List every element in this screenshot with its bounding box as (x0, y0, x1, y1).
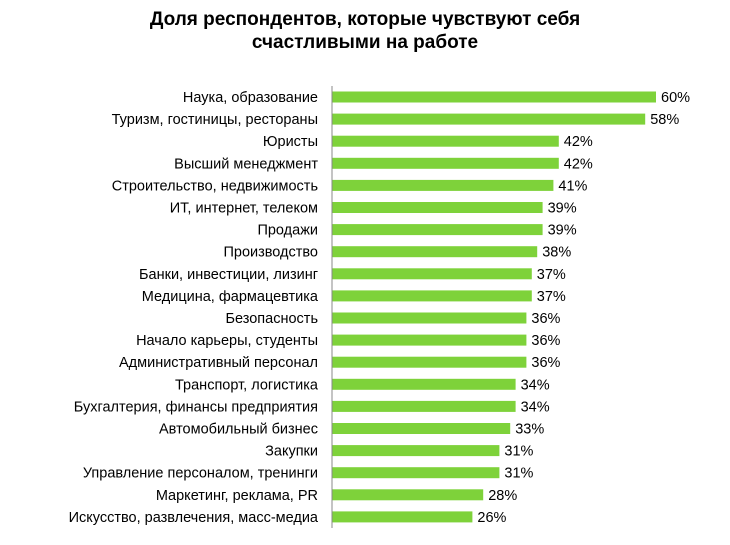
bar-19 (332, 489, 484, 501)
value-label-13: 36% (531, 355, 560, 371)
chart-title: Доля респондентов, которые чувствуют себ… (0, 8, 730, 54)
category-label-18: Управление персоналом, тренинги (83, 466, 318, 482)
value-label-15: 34% (521, 399, 550, 415)
category-label-3: Юристы (263, 134, 318, 150)
category-label-7: Продажи (257, 223, 318, 239)
category-label-9: Банки, инвестиции, лизинг (139, 267, 318, 283)
category-label-1: Наука, образование (183, 90, 318, 106)
value-label-16: 33% (515, 422, 544, 438)
value-label-1: 60% (661, 90, 690, 106)
value-label-9: 37% (537, 267, 566, 283)
value-label-7: 39% (548, 223, 577, 239)
bar-16 (332, 423, 511, 434)
category-label-17: Закупки (265, 444, 318, 460)
chart-title-line-1: Доля респондентов, которые чувствуют себ… (149, 9, 581, 30)
bar-17 (332, 445, 500, 457)
value-label-12: 36% (531, 333, 560, 349)
bar-12 (332, 334, 527, 346)
bar-6 (332, 202, 543, 213)
value-label-5: 41% (558, 178, 587, 194)
value-label-3: 42% (564, 134, 593, 150)
bar-8 (332, 246, 538, 258)
bar-10 (332, 290, 532, 302)
category-label-8: Производство (223, 245, 318, 261)
chart-title-line-2: счастливыми на работе (251, 32, 479, 53)
bar-4 (332, 157, 559, 169)
value-label-14: 34% (521, 377, 550, 393)
value-label-17: 31% (504, 444, 533, 460)
category-labels: Наука, образование Туризм, гостиницы, рес… (69, 90, 319, 526)
value-label-2: 58% (650, 112, 679, 128)
bar-1 (332, 91, 656, 103)
category-label-20: Искусство, развлечения, масс-медиа (69, 510, 319, 526)
category-label-2: Туризм, гостиницы, рестораны (112, 112, 318, 128)
category-label-19: Маркетинг, реклама, PR (156, 488, 318, 504)
bar-14 (332, 378, 516, 390)
bar-9 (332, 268, 532, 280)
value-label-19: 28% (488, 488, 517, 504)
category-label-6: ИТ, интернет, телеком (170, 201, 318, 217)
category-label-16: Автомобильный бизнес (159, 422, 318, 438)
bar-3 (332, 135, 559, 147)
bar-18 (332, 467, 500, 479)
bar-11 (332, 312, 527, 324)
bar-15 (332, 400, 516, 412)
value-label-18: 31% (504, 466, 533, 482)
category-label-5: Строительство, недвижимость (112, 178, 318, 194)
category-label-10: Медицина, фармацевтика (142, 289, 319, 305)
value-label-10: 37% (537, 289, 566, 305)
value-label-20: 26% (477, 510, 506, 526)
category-label-4: Высший менеджмент (174, 156, 318, 172)
bar-13 (332, 356, 527, 368)
value-label-11: 36% (531, 311, 560, 327)
value-labels: 60% 58% 42% 42% 41% 39% 39% 38% 37% 37% 36% 36% 36% 3… (477, 90, 690, 526)
category-label-11: Безопасность (226, 311, 319, 327)
category-label-13: Административный персонал (119, 355, 318, 371)
category-label-15: Бухгалтерия, финансы предприятия (74, 399, 318, 415)
bar-7 (332, 224, 543, 236)
bars-group (332, 91, 656, 523)
value-label-8: 38% (542, 245, 571, 261)
category-label-12: Начало карьеры, студенты (136, 333, 318, 349)
bar-5 (332, 179, 554, 191)
category-label-14: Транспорт, логистика (175, 377, 319, 393)
value-label-6: 39% (548, 201, 577, 217)
bar-20 (332, 511, 473, 523)
value-label-4: 42% (564, 156, 593, 172)
bar-2 (332, 113, 646, 125)
